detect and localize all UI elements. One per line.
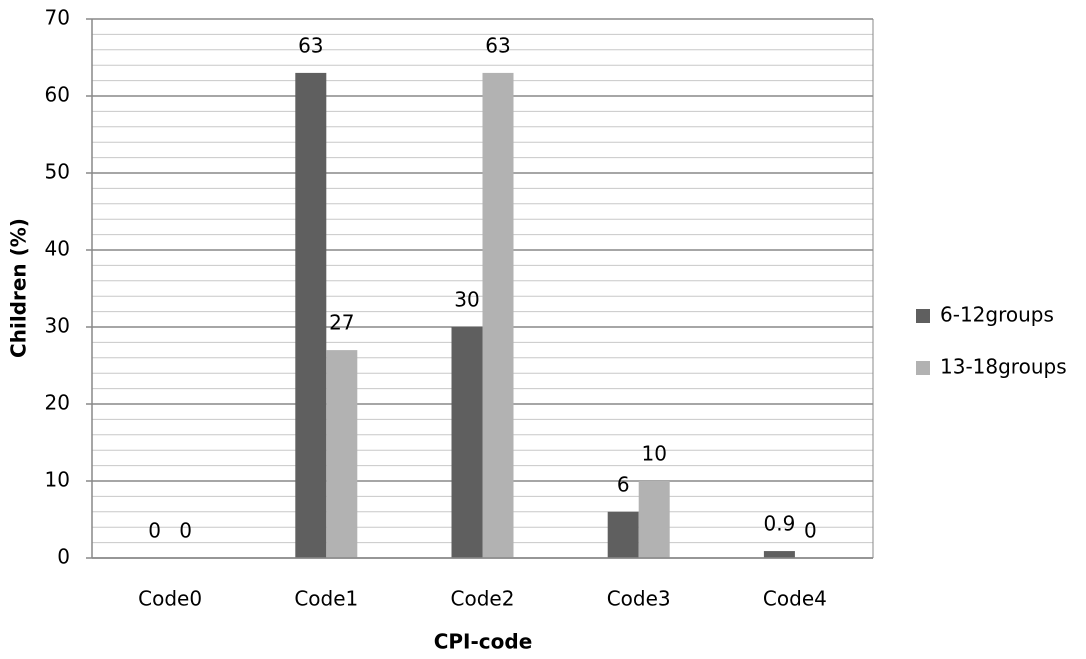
- bar: [295, 72, 327, 559]
- bar: [326, 350, 358, 558]
- bar: [763, 551, 795, 558]
- data-label: 27: [329, 311, 354, 335]
- legend-swatch: [916, 309, 930, 323]
- legend-label: 6-12groups: [940, 303, 1054, 327]
- bar: [638, 481, 670, 558]
- y-tick-label: 30: [45, 314, 70, 338]
- y-tick-label: 40: [45, 237, 70, 261]
- x-axis-label: CPI-code: [434, 630, 533, 654]
- legend-swatch: [916, 361, 930, 375]
- data-label: 6: [617, 472, 630, 496]
- data-label: 10: [641, 442, 666, 466]
- bar: [451, 327, 483, 558]
- x-tick-label: Code0: [138, 587, 202, 611]
- y-axis-label: Children (%): [7, 218, 31, 358]
- data-label: 0.9: [763, 512, 795, 536]
- data-label: 0: [148, 519, 161, 543]
- bar: [607, 511, 639, 558]
- x-tick-label: Code1: [294, 587, 358, 611]
- y-tick-label: 60: [45, 83, 70, 107]
- data-label: 0: [179, 519, 192, 543]
- legend-label: 13-18groups: [940, 355, 1067, 379]
- bar: [482, 72, 514, 559]
- y-tick-label: 50: [45, 160, 70, 184]
- x-tick-label: Code3: [607, 587, 671, 611]
- x-tick-label: Code4: [763, 587, 827, 611]
- data-label: 30: [454, 288, 479, 312]
- x-tick-label: Code2: [451, 587, 515, 611]
- data-label: 63: [298, 33, 323, 57]
- data-label: 63: [485, 33, 510, 57]
- y-tick-label: 10: [45, 468, 70, 492]
- data-label: 0: [804, 519, 817, 543]
- y-tick-label: 70: [45, 6, 70, 30]
- y-tick-label: 0: [57, 545, 70, 569]
- y-tick-label: 20: [45, 391, 70, 415]
